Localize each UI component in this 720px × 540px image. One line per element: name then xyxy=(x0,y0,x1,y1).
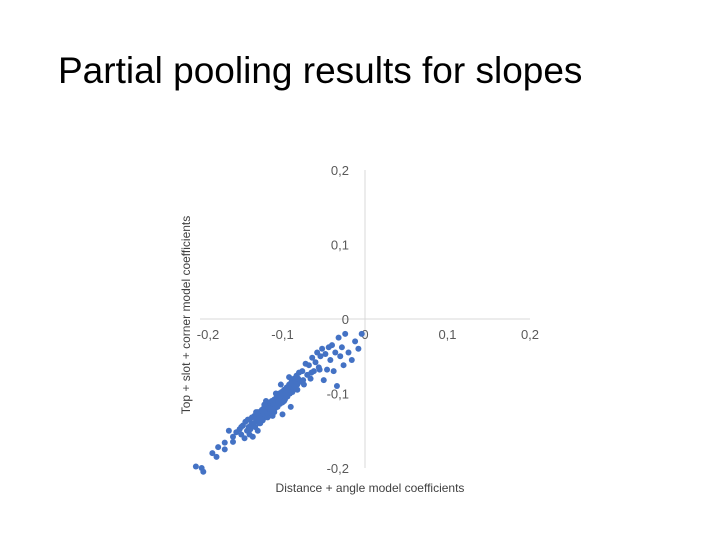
scatter-point xyxy=(327,356,334,363)
scatter-point xyxy=(299,368,306,375)
scatter-point xyxy=(305,362,312,369)
scatter-point xyxy=(309,354,316,361)
scatter-point xyxy=(250,420,257,427)
scatter-point xyxy=(319,345,326,352)
y-tick-label: 0,1 xyxy=(331,238,349,253)
scatter-point xyxy=(348,356,355,363)
scatter-point xyxy=(286,374,293,381)
scatter-point xyxy=(230,438,236,445)
scatter-point xyxy=(246,431,253,438)
scatter-point xyxy=(300,377,307,384)
x-tick-label: 0,2 xyxy=(521,327,539,342)
scatter-point xyxy=(238,424,245,431)
y-tick-label: -0,1 xyxy=(327,387,349,402)
y-tick-label: 0 xyxy=(342,312,349,327)
data-points xyxy=(192,330,365,475)
scatter-point xyxy=(358,330,365,337)
scatter-point xyxy=(338,344,345,351)
scatter-point xyxy=(230,433,236,440)
scatter-point xyxy=(244,416,251,423)
scatter-point xyxy=(283,391,290,398)
scatter-point xyxy=(342,330,349,337)
scatter-point xyxy=(352,338,359,345)
scatter-point xyxy=(192,463,199,470)
scatter-point xyxy=(200,468,207,475)
scatter-point xyxy=(279,411,286,418)
scatter-point xyxy=(277,381,284,388)
scatter-point xyxy=(329,342,335,349)
scatter-point xyxy=(209,450,216,457)
scatter-point xyxy=(308,369,315,376)
scatter-point xyxy=(247,426,254,433)
scatter-point xyxy=(332,349,339,356)
scatter-point xyxy=(264,414,271,421)
x-axis-title: Distance + angle model coefficients xyxy=(276,481,465,495)
scatter-point xyxy=(333,383,340,390)
scatter-point xyxy=(261,401,268,408)
scatter-point xyxy=(241,435,248,442)
scatter-point xyxy=(307,375,314,382)
scatter-point xyxy=(213,453,220,460)
scatter-point xyxy=(320,377,327,384)
scatter-point xyxy=(267,405,274,412)
x-tick-label: -0,1 xyxy=(271,327,293,342)
scatter-point xyxy=(294,386,301,393)
scatter-point xyxy=(300,381,307,388)
x-tick-label: -0,2 xyxy=(197,327,219,342)
scatter-point xyxy=(316,366,323,373)
x-tick-labels: -0,2 -0,1 0 0,1 0,2 xyxy=(197,327,539,342)
scatter-point xyxy=(281,397,288,404)
scatter-point xyxy=(225,427,232,434)
scatter-point xyxy=(254,427,261,434)
scatter-point xyxy=(322,351,329,358)
y-tick-label: 0,2 xyxy=(331,163,349,178)
scatter-point xyxy=(337,353,344,360)
slide-title: Partial pooling results for slopes xyxy=(58,50,583,91)
scatter-point xyxy=(215,444,222,451)
scatter-point xyxy=(324,366,331,373)
scatter-point xyxy=(335,334,342,341)
y-tick-label: -0,2 xyxy=(327,461,349,476)
scatter-point xyxy=(256,420,263,427)
scatter-point xyxy=(269,412,276,419)
scatter-point xyxy=(345,349,352,356)
scatter-point xyxy=(317,353,324,360)
scatter-point xyxy=(289,389,296,396)
y-axis-title: Top + slot + corner model coefficients xyxy=(179,216,193,415)
scatter-point xyxy=(287,403,294,410)
scatter-point xyxy=(253,409,260,416)
y-tick-labels: 0,2 0,1 0 -0,1 -0,2 xyxy=(327,163,349,476)
scatter-point xyxy=(340,362,347,369)
scatter-point xyxy=(221,446,228,453)
scatter-point xyxy=(275,397,282,404)
x-tick-label: 0 xyxy=(361,327,368,342)
scatter-point xyxy=(272,390,279,397)
scatter-point xyxy=(312,359,319,366)
scatter-point xyxy=(330,368,337,375)
scatter-point xyxy=(355,345,362,352)
scatter-point xyxy=(221,439,228,446)
x-tick-label: 0,1 xyxy=(438,327,456,342)
chart-axes xyxy=(200,170,530,468)
